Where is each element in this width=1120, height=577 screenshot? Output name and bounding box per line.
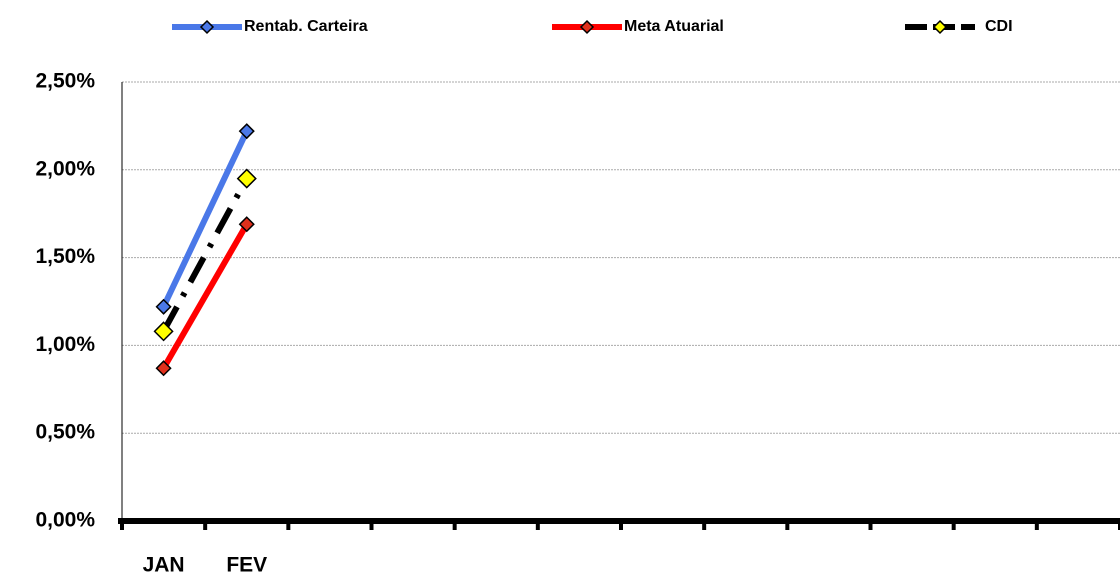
y-tick-label: 1,00% bbox=[35, 333, 95, 356]
data-point bbox=[238, 123, 255, 140]
y-tick-label: 2,00% bbox=[35, 157, 95, 180]
x-tick-label: FEV bbox=[226, 554, 267, 577]
data-point bbox=[155, 360, 172, 377]
legend-label: Meta Atuarial bbox=[624, 18, 724, 35]
series-line bbox=[160, 129, 250, 309]
data-point bbox=[153, 321, 174, 342]
data-point bbox=[236, 168, 257, 189]
series-line bbox=[160, 177, 250, 333]
legend-label: Rentab. Carteira bbox=[244, 18, 368, 35]
legend-marker bbox=[199, 19, 215, 35]
data-point bbox=[238, 216, 255, 233]
legend-marker bbox=[579, 19, 595, 35]
y-tick-label: 0,50% bbox=[35, 421, 95, 444]
y-tick-label: 1,50% bbox=[35, 245, 95, 268]
x-tick-label: JAN bbox=[143, 554, 185, 577]
data-point bbox=[155, 298, 172, 315]
legend-marker bbox=[932, 19, 948, 35]
y-tick-label: 0,00% bbox=[35, 509, 95, 532]
series-line bbox=[160, 222, 250, 370]
legend-label: CDI bbox=[985, 18, 1013, 35]
y-tick-label: 2,50% bbox=[35, 70, 95, 93]
